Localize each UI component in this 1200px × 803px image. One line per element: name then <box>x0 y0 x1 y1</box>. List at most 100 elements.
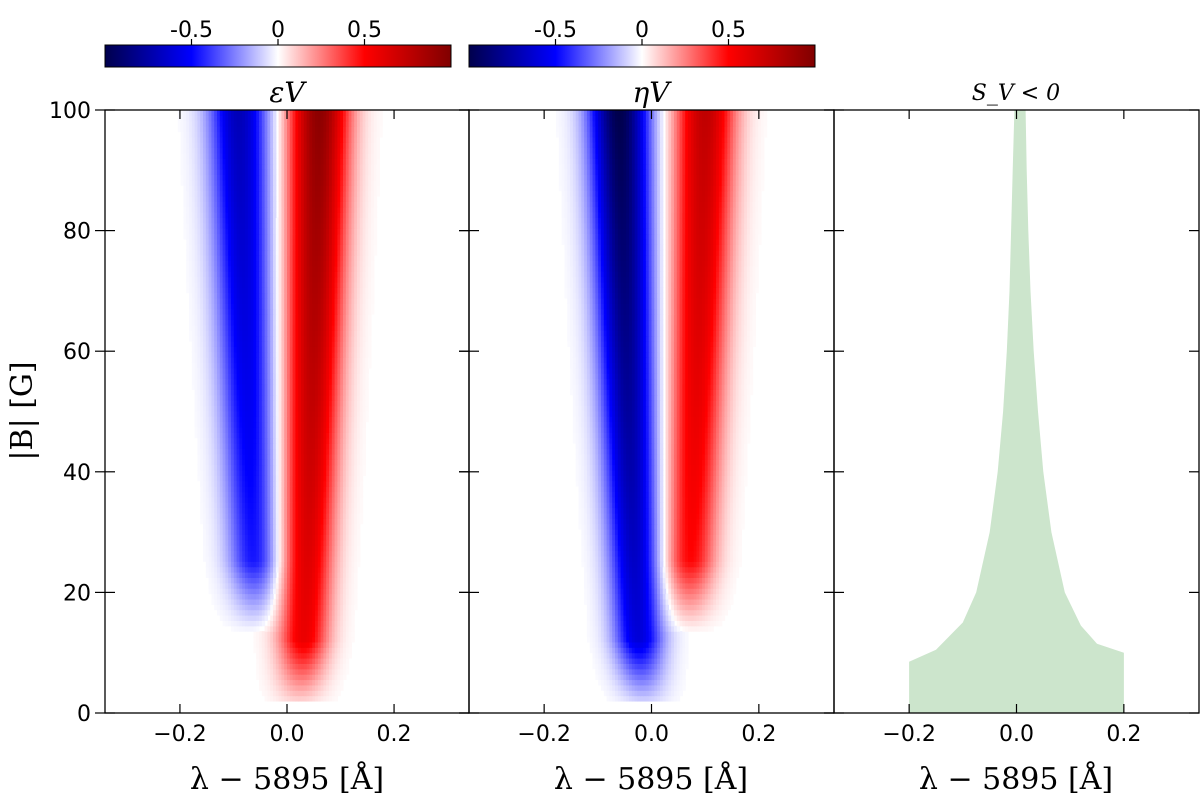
heatmap-cell <box>312 287 316 294</box>
heatmap-cell <box>233 625 238 632</box>
heatmap-cell <box>197 351 201 358</box>
heatmap-cell <box>371 238 375 245</box>
heatmap-cell <box>270 335 274 342</box>
heatmap-cell <box>359 351 364 358</box>
heatmap-cell <box>194 400 198 407</box>
heatmap-cell <box>242 620 246 627</box>
heatmap-cell <box>270 287 274 294</box>
heatmap-cell <box>222 410 226 417</box>
heatmap-cell <box>315 443 319 450</box>
heatmap-cell <box>295 303 299 310</box>
heatmap-cell <box>242 314 246 321</box>
heatmap-cell <box>211 480 215 487</box>
heatmap-cell <box>323 491 327 498</box>
heatmap-cell <box>334 432 338 439</box>
heatmap-cell <box>225 244 229 251</box>
heatmap-cell <box>287 394 291 401</box>
heatmap-cell <box>270 496 274 503</box>
heatmap-cell <box>329 523 333 530</box>
heatmap-cell <box>236 222 240 229</box>
heatmap-cell <box>281 443 285 450</box>
heatmap-cell <box>273 426 277 433</box>
heatmap-cell <box>217 572 221 578</box>
heatmap-cell <box>270 319 274 326</box>
heatmap-cell <box>281 604 285 611</box>
heatmap-cell <box>326 260 330 267</box>
heatmap-cell <box>259 582 263 589</box>
heatmap-cell <box>233 529 238 535</box>
heatmap-cell <box>323 324 327 331</box>
heatmap-cell <box>225 357 229 364</box>
heatmap-cell <box>256 609 260 616</box>
heatmap-cell <box>233 572 238 578</box>
heatmap-cell <box>261 502 266 509</box>
heatmap-cell <box>343 249 347 256</box>
heatmap-cell <box>259 362 263 369</box>
heatmap-cell <box>295 459 299 466</box>
heatmap-cell <box>301 566 305 573</box>
heatmap-cell <box>312 383 316 390</box>
heatmap-cell <box>309 260 313 267</box>
heatmap-cell <box>312 400 316 407</box>
heatmap-cell <box>315 641 319 648</box>
heatmap-cell <box>306 566 310 573</box>
heatmap-cell <box>303 577 308 584</box>
heatmap-cell <box>191 292 196 299</box>
heatmap-cell <box>270 636 274 643</box>
heatmap-cell <box>261 276 266 283</box>
heatmap-cell <box>284 389 288 396</box>
heatmap-cell <box>317 550 322 557</box>
heatmap-cell <box>359 469 364 476</box>
heatmap-cell <box>368 319 372 326</box>
heatmap-cell <box>345 518 350 525</box>
heatmap-cell <box>256 303 260 310</box>
heatmap-cell <box>359 367 364 374</box>
heatmap-cell <box>236 507 240 514</box>
heatmap-cell <box>326 362 330 369</box>
heatmap-cell <box>340 400 344 407</box>
heatmap-cell <box>203 437 207 444</box>
heatmap-cell <box>203 222 207 229</box>
heatmap-cell <box>298 330 302 337</box>
heatmap-cell <box>351 394 355 401</box>
heatmap-cell <box>343 469 347 476</box>
heatmap-cell <box>239 512 243 519</box>
heatmap-cell <box>222 518 226 525</box>
heatmap-cell <box>273 362 277 369</box>
heatmap-cell <box>233 620 238 627</box>
heatmap-cell <box>329 351 333 358</box>
heatmap-cell <box>278 314 282 321</box>
heatmap-cell <box>301 631 305 638</box>
heatmap-cell <box>228 437 232 444</box>
heatmap-cell <box>245 335 249 342</box>
heatmap-cell <box>242 319 246 326</box>
heatmap-cell <box>236 276 240 283</box>
heatmap-cell <box>259 324 263 331</box>
heatmap-cell <box>191 238 196 245</box>
heatmap-cell <box>343 502 347 509</box>
heatmap-cell <box>261 593 266 600</box>
heatmap-cell <box>231 298 235 304</box>
heatmap-cell <box>309 383 313 390</box>
heatmap-cell <box>194 330 198 337</box>
heatmap-cell <box>189 330 193 337</box>
heatmap-cell <box>245 351 249 358</box>
heatmap-cell <box>351 351 355 358</box>
heatmap-cell <box>217 566 221 573</box>
heatmap-cell <box>298 271 302 278</box>
heatmap-cell <box>340 437 344 444</box>
heatmap-cell <box>334 507 338 514</box>
heatmap-cell <box>281 265 285 272</box>
heatmap-cell <box>222 529 226 535</box>
heatmap-cell <box>284 394 288 401</box>
heatmap-cell <box>233 335 238 342</box>
heatmap-cell <box>214 534 218 541</box>
heatmap-cell <box>281 695 285 702</box>
heatmap-cell <box>292 582 296 589</box>
heatmap-cell <box>281 421 285 428</box>
heatmap-cell <box>261 448 266 455</box>
heatmap-cell <box>239 507 243 514</box>
heatmap-cell <box>303 502 308 509</box>
heatmap-cell <box>298 561 302 568</box>
heatmap-cell <box>239 292 243 299</box>
